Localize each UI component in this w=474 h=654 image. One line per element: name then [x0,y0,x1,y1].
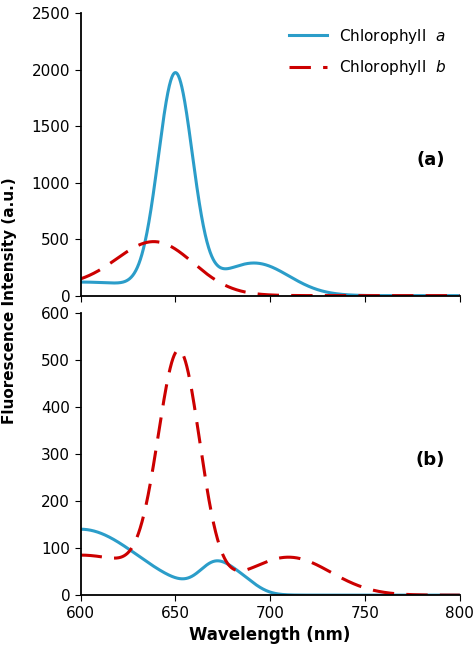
Text: Fluorescence Intensity (a.u.): Fluorescence Intensity (a.u.) [2,177,17,424]
Text: (a): (a) [416,151,445,169]
X-axis label: Wavelength (nm): Wavelength (nm) [190,626,351,644]
Legend: Chlorophyll  $\it{a}$, Chlorophyll  $\it{b}$: Chlorophyll $\it{a}$, Chlorophyll $\it{b… [283,21,452,83]
Text: (b): (b) [415,451,445,468]
